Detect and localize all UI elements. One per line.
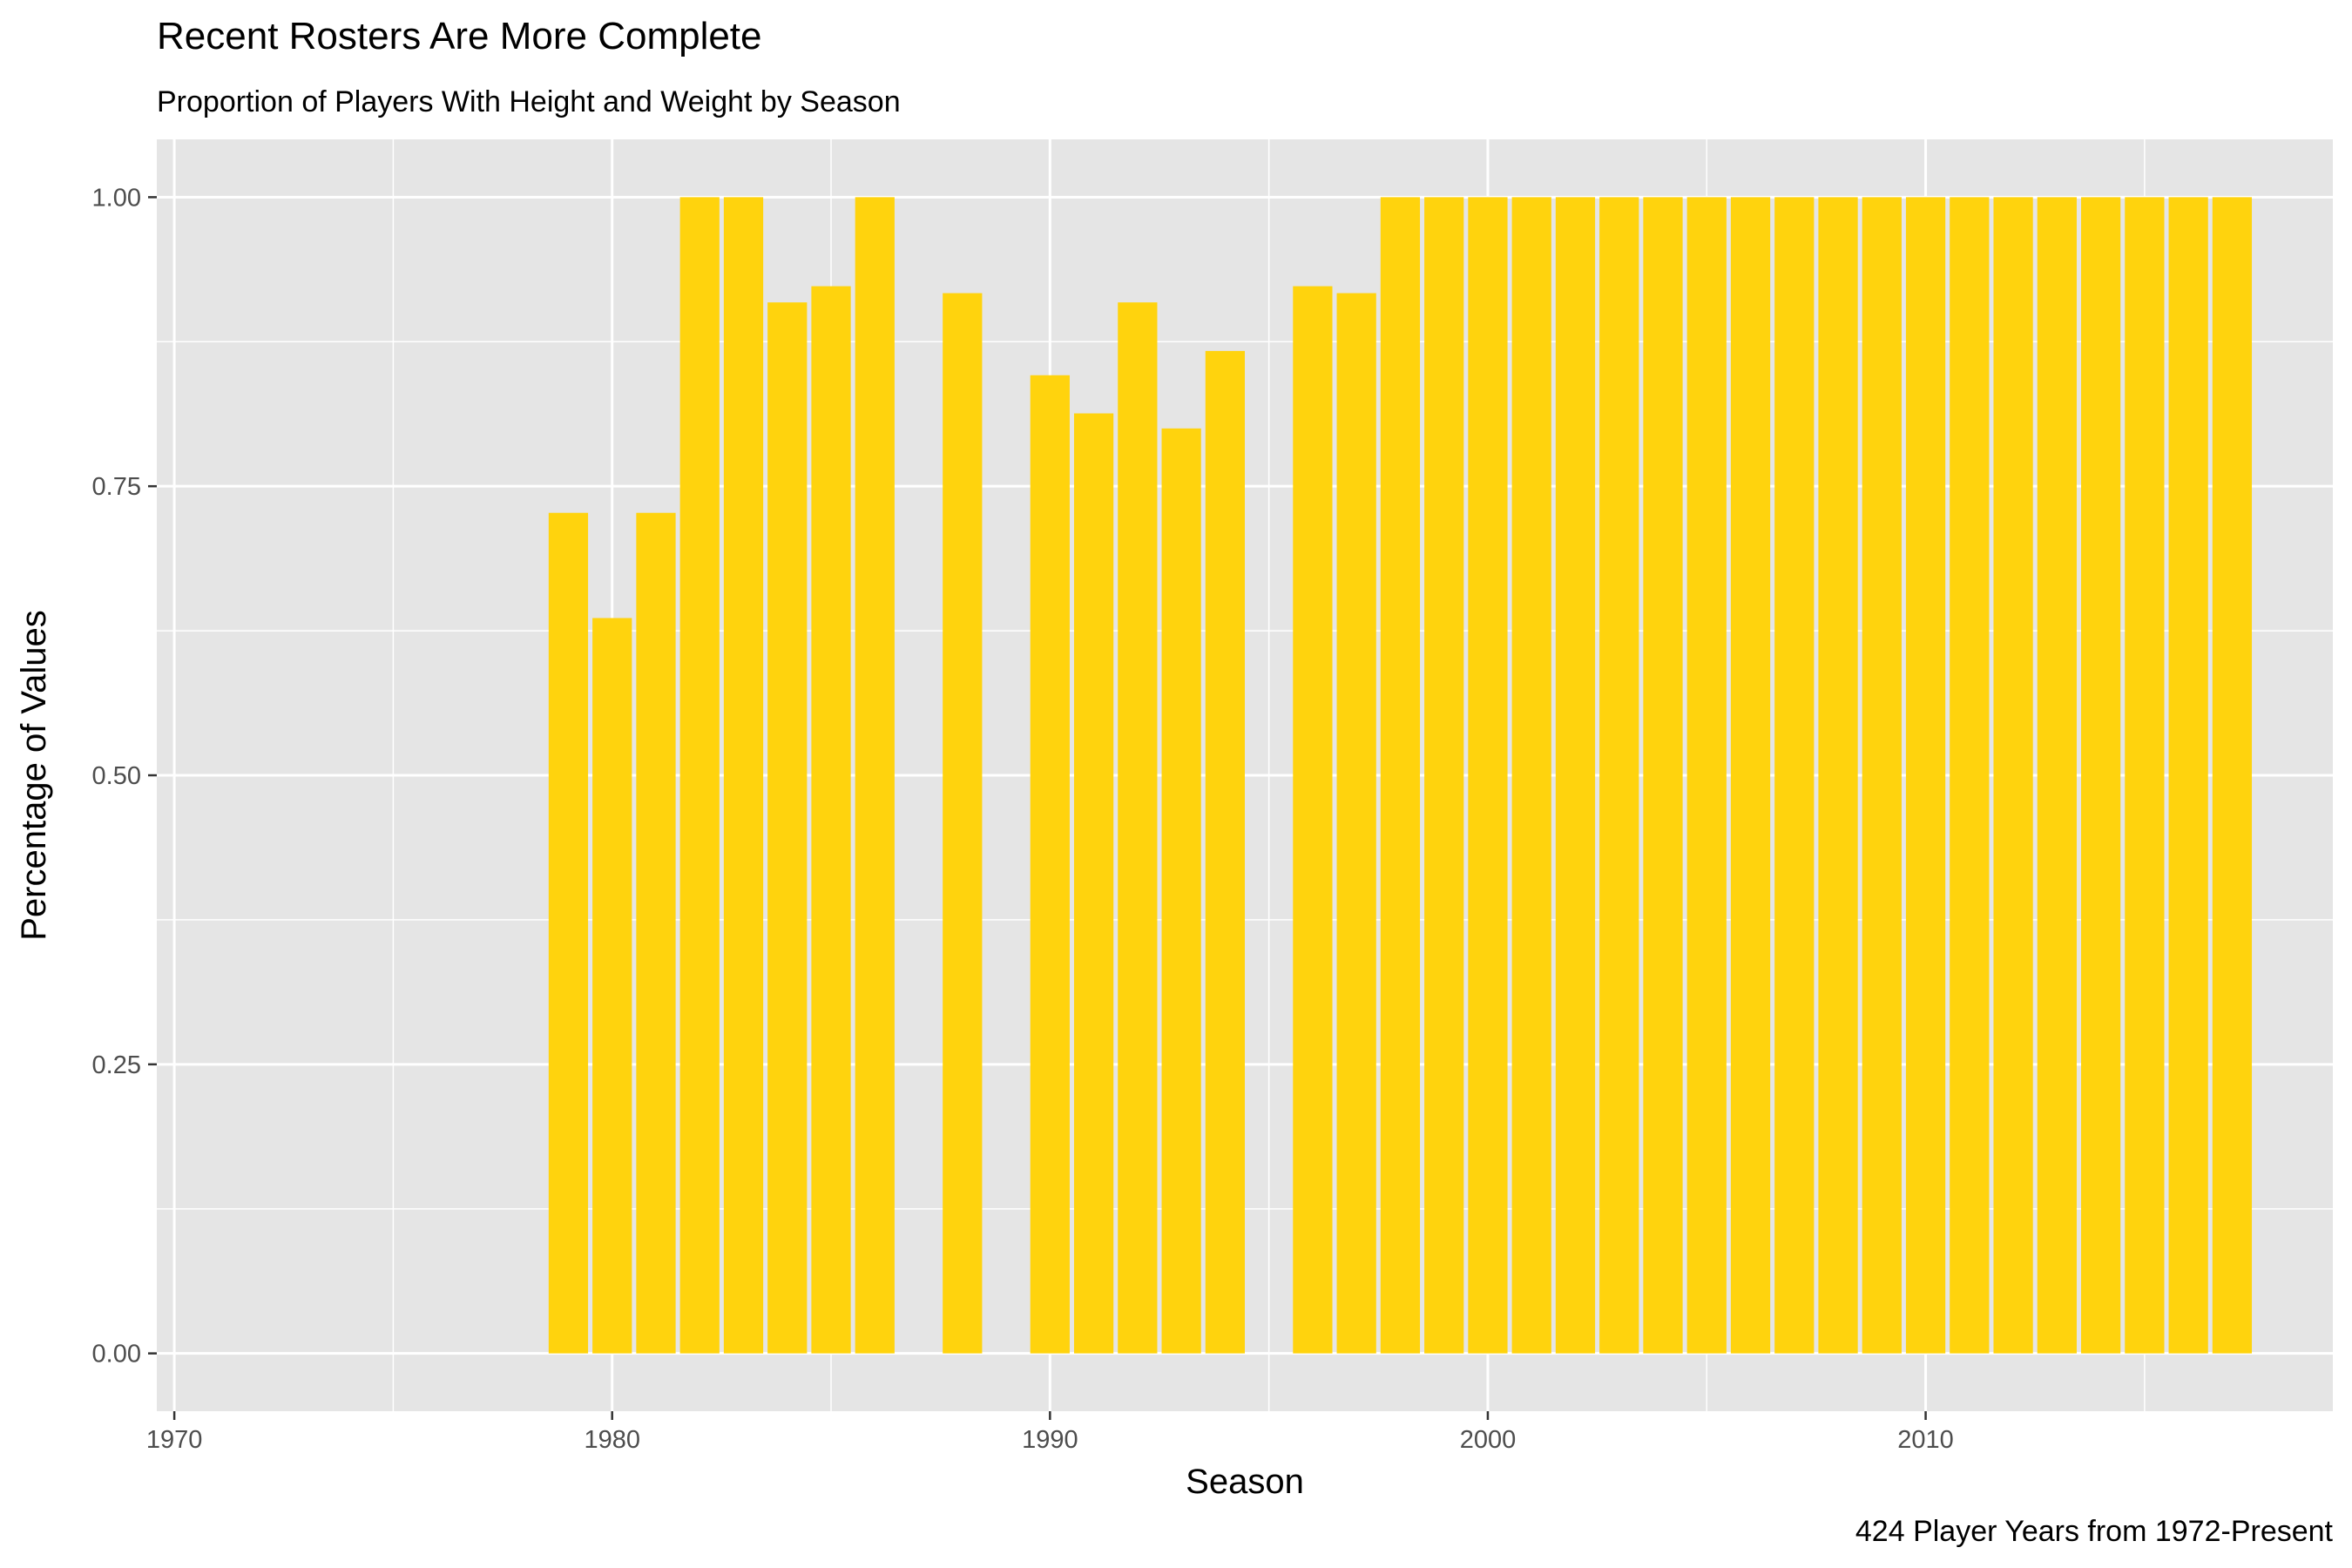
bars bbox=[548, 197, 2253, 1354]
x-tick-label: 1980 bbox=[584, 1426, 640, 1454]
bar-1979 bbox=[548, 512, 589, 1354]
bar-2000 bbox=[1468, 197, 1508, 1354]
bar-1981 bbox=[636, 512, 676, 1354]
y-tick-label: 0.50 bbox=[92, 762, 141, 790]
bar-1990 bbox=[1030, 375, 1070, 1354]
x-axis-title: Season bbox=[1186, 1463, 1304, 1501]
bar-1992 bbox=[1118, 302, 1158, 1354]
bar-2003 bbox=[1599, 197, 1639, 1354]
x-tick-label: 2010 bbox=[1897, 1426, 1954, 1454]
bar-1983 bbox=[723, 197, 764, 1354]
bar-1988 bbox=[943, 293, 983, 1354]
chart-subtitle: Proportion of Players With Height and We… bbox=[157, 85, 901, 118]
chart-title: Recent Rosters Are More Complete bbox=[157, 15, 762, 57]
bar-2006 bbox=[1730, 197, 1771, 1354]
y-tick-label: 0.25 bbox=[92, 1051, 141, 1079]
chart-caption: 424 Player Years from 1972-Present bbox=[1855, 1515, 2334, 1548]
bar-1998 bbox=[1380, 197, 1421, 1354]
bar-1993 bbox=[1161, 428, 1201, 1354]
bar-2013 bbox=[2037, 197, 2077, 1354]
bar-1982 bbox=[679, 197, 720, 1354]
bar-1980 bbox=[592, 618, 632, 1354]
bar-2012 bbox=[1993, 197, 2033, 1354]
y-axis-title: Percentage of Values bbox=[15, 610, 53, 941]
bar-2008 bbox=[1818, 197, 1858, 1354]
bar-1997 bbox=[1336, 293, 1376, 1354]
bar-1986 bbox=[855, 197, 895, 1354]
bar-2010 bbox=[1905, 197, 1946, 1354]
bar-1984 bbox=[767, 302, 808, 1354]
bar-1999 bbox=[1424, 197, 1464, 1354]
x-tick-label: 1990 bbox=[1022, 1426, 1078, 1454]
bar-2007 bbox=[1774, 197, 1815, 1354]
bar-2015 bbox=[2125, 197, 2165, 1354]
x-tick-label: 1970 bbox=[146, 1426, 203, 1454]
bar-2001 bbox=[1511, 197, 1551, 1354]
x-tick-label: 2000 bbox=[1460, 1426, 1517, 1454]
y-axis: 0.00 0.25 0.50 0.75 1.00 bbox=[92, 184, 157, 1369]
bar-2014 bbox=[2080, 197, 2121, 1354]
y-tick-label: 0.75 bbox=[92, 473, 141, 501]
y-tick-label: 0.00 bbox=[92, 1341, 141, 1369]
bar-2004 bbox=[1643, 197, 1683, 1354]
bar-2002 bbox=[1555, 197, 1596, 1354]
bar-2017 bbox=[2212, 197, 2253, 1354]
bar-2005 bbox=[1686, 197, 1727, 1354]
bar-1996 bbox=[1293, 286, 1333, 1354]
bar-1994 bbox=[1205, 350, 1245, 1354]
x-axis: 1970 1980 1990 2000 2010 bbox=[146, 1411, 1954, 1454]
bar-2011 bbox=[1950, 197, 1990, 1354]
bar-2016 bbox=[2168, 197, 2208, 1354]
bar-1985 bbox=[811, 286, 851, 1354]
bar-2009 bbox=[1862, 197, 1902, 1354]
y-tick-label: 1.00 bbox=[92, 184, 141, 212]
bar-1991 bbox=[1073, 413, 1114, 1354]
